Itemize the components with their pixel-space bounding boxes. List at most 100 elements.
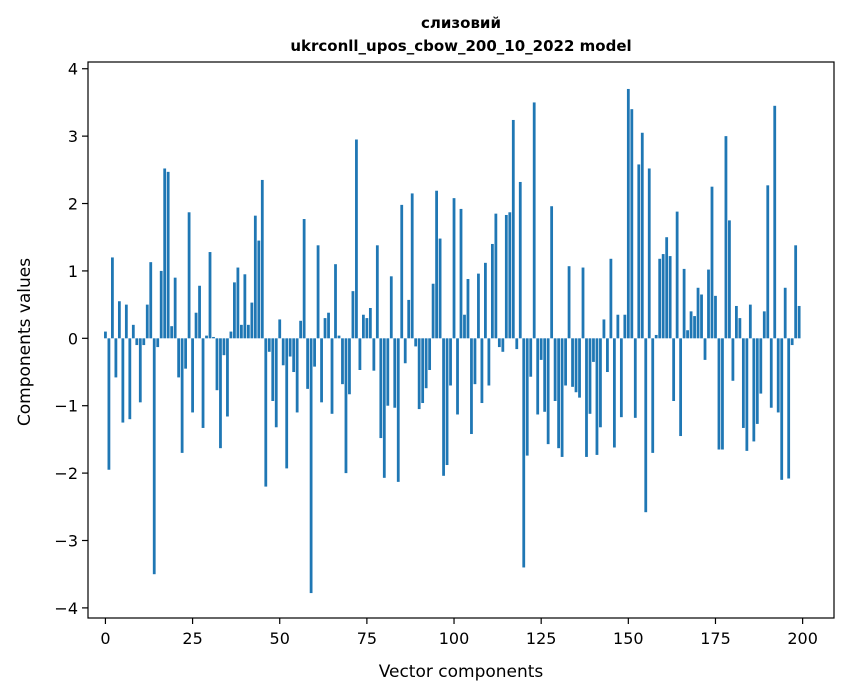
x-tick-label: 150: [613, 629, 644, 648]
bar: [424, 338, 428, 389]
bar: [435, 190, 438, 339]
bar: [375, 245, 379, 339]
bar: [149, 262, 153, 339]
bar: [592, 338, 595, 362]
chart-title-line1: слизовий: [421, 14, 501, 32]
bar: [365, 318, 369, 339]
bar: [571, 338, 574, 387]
bar: [267, 338, 271, 352]
bars-layer: [104, 88, 801, 594]
bar: [271, 338, 275, 401]
bar: [372, 338, 376, 371]
bar: [522, 338, 526, 568]
bar: [184, 338, 187, 369]
bar: [724, 136, 728, 339]
bar: [107, 338, 111, 470]
bar: [741, 338, 745, 428]
bar: [438, 238, 442, 339]
bar: [626, 88, 630, 339]
bar: [201, 338, 205, 428]
bar: [553, 338, 557, 401]
y-tick-label: −2: [54, 464, 78, 483]
y-axis-label: Components values: [15, 258, 35, 426]
bar: [546, 338, 550, 445]
bar: [585, 338, 588, 457]
bar: [250, 302, 254, 339]
y-tick-label: −1: [54, 397, 78, 416]
bar: [755, 338, 759, 424]
bar: [407, 299, 411, 339]
plot-area-frame: [87, 61, 835, 619]
bar: [104, 331, 107, 339]
bar: [682, 268, 686, 339]
bar: [637, 164, 641, 339]
bar: [797, 305, 801, 339]
bar: [599, 338, 602, 428]
bar: [274, 338, 278, 428]
bar: [170, 326, 174, 339]
x-tick-label: 75: [357, 629, 377, 648]
bar: [633, 338, 637, 418]
bar: [532, 102, 536, 339]
bar: [738, 318, 742, 339]
bar: [787, 338, 791, 479]
bar: [557, 338, 560, 449]
bar: [114, 338, 118, 378]
bar: [606, 338, 609, 373]
bar: [745, 338, 749, 451]
bar: [721, 338, 724, 450]
bar: [707, 269, 710, 339]
bar: [703, 338, 707, 360]
bar: [654, 334, 658, 339]
bar: [490, 243, 494, 339]
bar: [428, 338, 432, 370]
bar: [302, 219, 306, 339]
bar: [731, 338, 735, 381]
bar: [790, 338, 794, 346]
bar: [292, 338, 296, 373]
bar: [212, 336, 215, 339]
bar: [595, 338, 599, 455]
bar: [581, 267, 585, 339]
bar: [177, 338, 181, 378]
bar: [668, 256, 672, 339]
bar: [117, 301, 121, 339]
bar: [187, 212, 191, 339]
x-tick-label: 50: [270, 629, 290, 648]
bar: [358, 338, 362, 370]
bar: [410, 193, 414, 339]
bar: [672, 338, 676, 401]
bar: [379, 338, 383, 439]
y-axis-ticks: −4 −3 −2 −1 0 1 2 3 4: [54, 60, 88, 618]
bar: [327, 312, 330, 339]
bar: [630, 109, 634, 339]
bar: [497, 338, 501, 348]
bar: [233, 282, 236, 339]
x-tick-label: 125: [526, 629, 557, 648]
bar: [769, 338, 773, 408]
bar: [421, 338, 425, 404]
bar: [124, 304, 128, 339]
bar: [477, 273, 480, 339]
bar: [239, 324, 243, 339]
y-tick-label: 2: [68, 195, 78, 214]
bar: [260, 179, 264, 339]
bar: [205, 335, 208, 339]
bar: [574, 338, 578, 393]
bar: [156, 338, 160, 348]
bar: [163, 168, 167, 339]
bar: [337, 335, 341, 339]
bar: [735, 305, 738, 339]
bar: [494, 213, 498, 339]
bar: [651, 338, 655, 453]
bar: [470, 338, 473, 435]
bar: [131, 324, 135, 339]
bar: [463, 314, 466, 339]
bar: [243, 274, 247, 339]
bar: [400, 204, 404, 339]
bar: [159, 270, 163, 339]
bar: [588, 338, 592, 414]
bar: [710, 186, 714, 339]
x-tick-label: 200: [787, 629, 818, 648]
